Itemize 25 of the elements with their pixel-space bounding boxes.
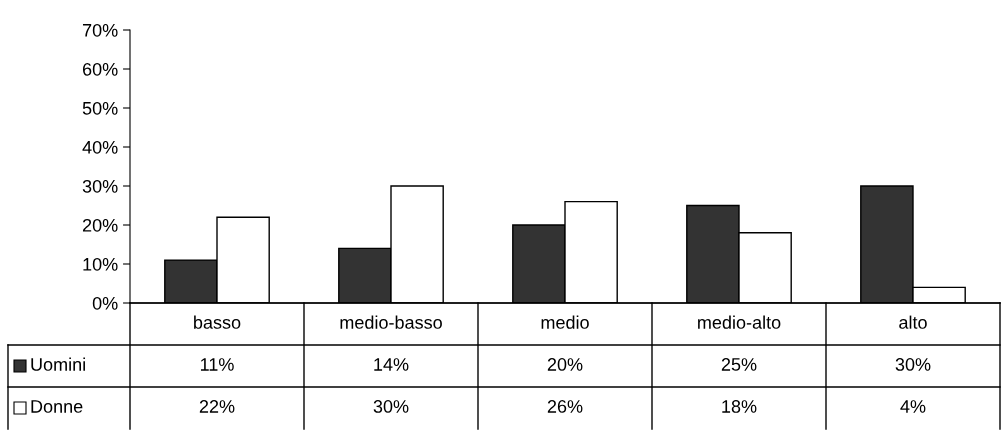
- data-label: 22%: [199, 400, 235, 413]
- data-label: 30%: [895, 358, 931, 371]
- data-label: 4%: [900, 400, 926, 413]
- y-tick-label: 0%: [92, 296, 118, 310]
- x-tick-label: medio: [541, 315, 589, 329]
- y-tick-label: 10%: [83, 257, 118, 271]
- x-tick-label: basso: [194, 315, 241, 329]
- y-tick-label: 30%: [82, 179, 118, 193]
- data-label: 18%: [722, 400, 757, 413]
- legend-label: Uomini: [31, 357, 85, 371]
- y-tick-label: 40%: [82, 140, 118, 154]
- x-tick-label: medio-basso: [340, 315, 442, 329]
- data-label: 14%: [374, 358, 409, 371]
- legend-label: Donne: [31, 400, 83, 413]
- data-label: 11%: [200, 358, 234, 371]
- y-tick-label: 60%: [82, 62, 118, 76]
- x-tick-label: medio-alto: [698, 315, 781, 329]
- data-label: 20%: [547, 358, 583, 371]
- y-tick-label: 20%: [82, 218, 118, 232]
- data-label: 25%: [721, 358, 757, 371]
- data-label: 30%: [373, 400, 409, 413]
- x-tick-label: alto: [899, 315, 927, 329]
- y-tick-label: 70%: [82, 23, 118, 37]
- y-tick-label: 50%: [82, 101, 118, 115]
- data-label: 26%: [547, 400, 583, 413]
